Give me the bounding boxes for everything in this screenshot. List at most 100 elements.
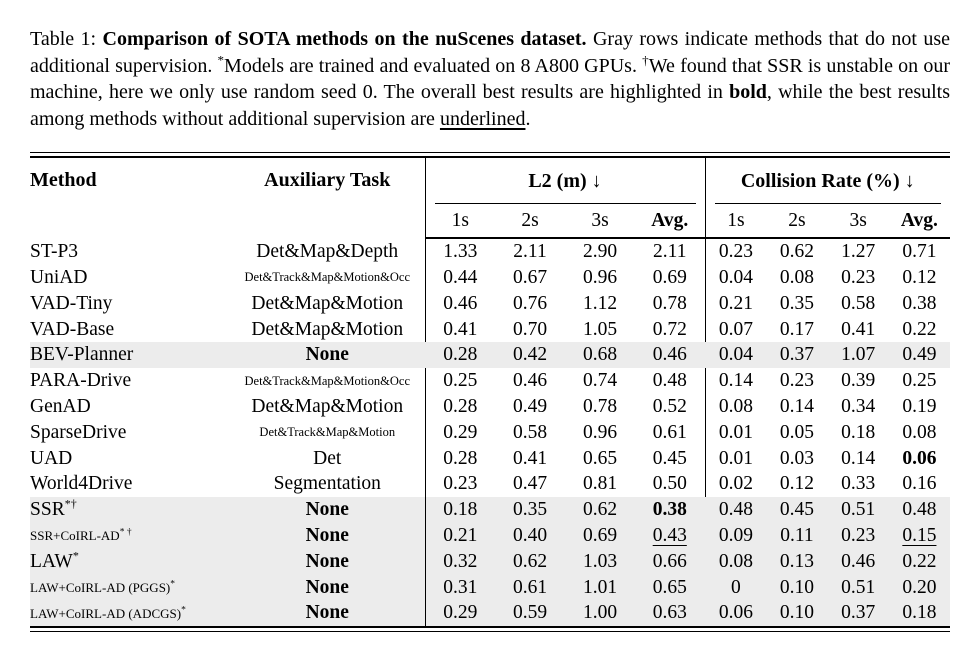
l2-value: 0.32 xyxy=(424,548,495,575)
l2-value: 0.49 xyxy=(512,395,548,417)
auxiliary-task: Det xyxy=(313,447,342,469)
collision-rate-value: 0.18 xyxy=(841,421,876,443)
l2-value: 0.44 xyxy=(424,264,495,291)
auxiliary-task: Det&Track&Map&Motion&Occ xyxy=(244,270,411,285)
method-name: VAD-Tiny xyxy=(30,292,113,314)
method-name: ST-P3 xyxy=(30,240,79,262)
collision-rate-value: 0.12 xyxy=(779,473,814,495)
method-superscript: * xyxy=(170,579,176,590)
collision-rate-value: 1.07 xyxy=(827,342,889,368)
caption-segment: Comparison of SOTA methods on the nuScen… xyxy=(102,28,587,50)
auxiliary-task: Det&Track&Map&Motion xyxy=(259,425,396,440)
bottom-rule-thick xyxy=(30,625,950,628)
l2-value: 0.28 xyxy=(424,393,495,420)
collision-rate-value: 0.19 xyxy=(902,395,937,417)
auxiliary-task: Det&Map&Motion xyxy=(251,395,404,417)
l2-value: 0.81 xyxy=(582,473,618,495)
l2-value: 0.78 xyxy=(582,395,618,417)
l2-value: 0.47 xyxy=(512,473,548,495)
l2-value: 0.65 xyxy=(582,447,618,469)
collision-rate-value: 0.01 xyxy=(704,419,767,446)
l2-value: 0.42 xyxy=(495,342,565,368)
l2-value: 0.29 xyxy=(424,600,495,626)
collision-rate-value: 0.07 xyxy=(704,316,767,343)
collision-rate-value: 0.62 xyxy=(779,241,814,263)
l2-value: 1.03 xyxy=(565,548,635,575)
collision-rate-value: 0.14 xyxy=(841,447,876,469)
caption-segment: † xyxy=(642,51,649,67)
caption-segment: . xyxy=(525,107,531,130)
table-row: SparseDrive Det&Track&Map&Motion 0.29 0.58 0… xyxy=(30,419,950,446)
method-superscript: *† xyxy=(64,496,77,511)
collision-rate-value: 0.06 xyxy=(902,447,937,469)
l2-value: 0.41 xyxy=(512,447,548,469)
l2-value: 0.63 xyxy=(635,600,706,626)
subheader-cr-1s: 1s xyxy=(704,204,767,239)
auxiliary-task: None xyxy=(230,496,425,523)
collision-rate-value: 0.45 xyxy=(766,496,828,523)
header-row-groups: Method Auxiliary Task L2 (m) ↓ Collision… xyxy=(30,158,951,204)
auxiliary-task: Det&Map&Motion xyxy=(251,318,404,340)
subheader-cr-avg: Avg. xyxy=(888,204,951,239)
l2-value: 1.00 xyxy=(565,600,635,626)
collision-rate-value: 0.04 xyxy=(704,342,767,368)
l2-value: 0.40 xyxy=(495,522,565,549)
l2-value: 0.78 xyxy=(652,292,687,314)
collision-rate-value: 0.04 xyxy=(704,264,767,291)
column-group-l2: L2 (m) ↓ xyxy=(424,158,706,204)
method-name: LAW* xyxy=(30,548,230,575)
collision-rate-value: 0.20 xyxy=(888,574,951,601)
auxiliary-task: Det&Map&Depth xyxy=(256,240,399,262)
l2-value: 0.18 xyxy=(424,496,495,523)
collision-rate-value: 0.51 xyxy=(827,574,889,601)
top-rule-thick xyxy=(30,156,950,158)
collision-rate-value: 0.08 xyxy=(704,548,767,575)
l2-value: 0.62 xyxy=(565,496,635,523)
collision-rate-value: 0.14 xyxy=(704,367,767,394)
table-caption: Table 1: Comparison of SOTA methods on t… xyxy=(30,26,950,132)
table-row: UAD Det 0.28 0.41 0.65 0.45 0.01 0.03 0.14 0.06 xyxy=(30,445,950,472)
collision-rate-value: 0.49 xyxy=(888,342,951,368)
collision-rate-value: 0 xyxy=(704,574,767,601)
collision-rate-value: 0.33 xyxy=(841,473,876,495)
l2-value: 0.46 xyxy=(635,342,706,368)
collision-rate-value: 0.21 xyxy=(704,290,767,317)
auxiliary-task: Det&Track&Map&Motion&Occ xyxy=(244,373,411,388)
auxiliary-task: None xyxy=(230,548,425,575)
l2-value: 0.69 xyxy=(652,266,687,288)
l2-value: 0.28 xyxy=(424,342,495,368)
table-row: GenAD Det&Map&Motion 0.28 0.49 0.78 0.52 0.08 0… xyxy=(30,393,950,420)
collision-rate-value: 1.27 xyxy=(841,241,876,263)
table-row: LAW+CoIRL-AD (PGGS)* None 0.31 0.61 1.01 0.65… xyxy=(30,574,951,601)
subheader-l2-3s: 3s xyxy=(565,204,635,239)
method-name: SSR*† xyxy=(30,496,230,523)
table-row: LAW+CoIRL-AD (ADCGS)* None 0.29 0.59 1.00 0.6… xyxy=(30,600,951,626)
collision-rate-value: 0.37 xyxy=(766,342,828,368)
method-name: UAD xyxy=(30,447,73,469)
collision-rate-value: 0.51 xyxy=(827,496,889,523)
method-name: GenAD xyxy=(30,395,91,417)
method-name: LAW+CoIRL-AD (PGGS)* xyxy=(30,574,230,601)
collision-rate-value: 0.13 xyxy=(766,548,828,575)
collision-rate-value: 0.41 xyxy=(841,318,876,340)
top-rule-thin xyxy=(30,152,950,153)
l2-value: 0.46 xyxy=(424,290,495,317)
collision-rate-value: 0.11 xyxy=(766,522,828,549)
subheader-cr-2s: 2s xyxy=(766,204,828,239)
l2-value: 0.61 xyxy=(652,421,687,443)
column-header-auxiliary-task: Auxiliary Task xyxy=(264,169,391,191)
caption-segment: bold xyxy=(729,81,767,103)
collision-rate-value: 0.15 xyxy=(888,522,951,549)
auxiliary-task: None xyxy=(230,574,425,601)
paper-page: Table 1: Comparison of SOTA methods on t… xyxy=(30,26,951,632)
method-name: SSR+CoIRL-AD* † xyxy=(30,522,230,549)
results-table: Method Auxiliary Task L2 (m) ↓ Collision… xyxy=(30,158,951,626)
collision-rate-value: 0.09 xyxy=(704,522,767,549)
table-row: SSR+CoIRL-AD* † None 0.21 0.40 0.69 0.43 0.09 0… xyxy=(30,522,951,549)
table-row: BEV-Planner None 0.28 0.42 0.68 0.46 0.04 0.37 1… xyxy=(30,342,951,368)
l2-value: 2.90 xyxy=(582,241,618,263)
collision-rate-value: 0.48 xyxy=(888,496,951,523)
collision-rate-value: 0.38 xyxy=(902,292,937,314)
collision-rate-value: 0.25 xyxy=(902,370,937,392)
l2-value: 0.25 xyxy=(424,367,495,394)
